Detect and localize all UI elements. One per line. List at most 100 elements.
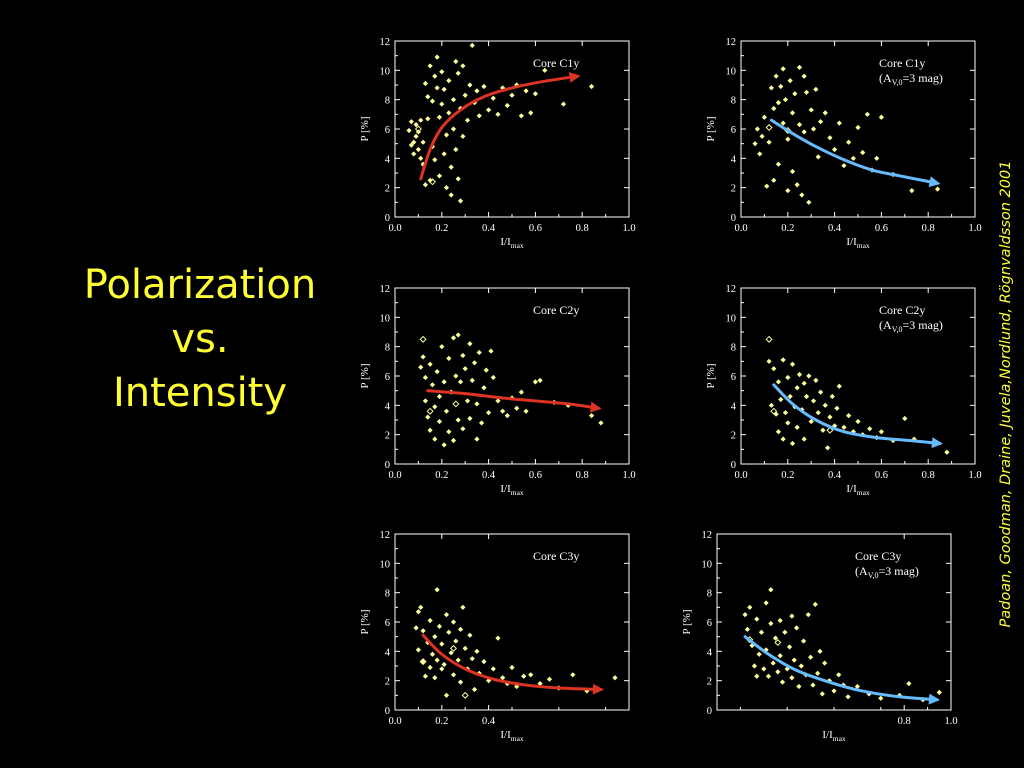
data-point [446, 355, 452, 361]
y-tick-label: 10 [380, 313, 391, 324]
data-point [483, 367, 489, 373]
data-point [850, 155, 856, 161]
data-point [413, 122, 419, 128]
data-point [436, 173, 443, 179]
x-axis-label-subscript: max [857, 241, 870, 250]
data-point [528, 672, 534, 678]
x-tick-label: 0.6 [529, 223, 542, 234]
data-point [822, 110, 828, 116]
data-point [758, 629, 765, 635]
data-point [810, 126, 817, 132]
data-point [803, 89, 810, 95]
data-point [878, 114, 884, 120]
data-point [441, 661, 447, 668]
core-label: Core C3y [855, 549, 901, 563]
data-point [827, 414, 833, 420]
data-point [570, 672, 576, 678]
data-point [798, 663, 804, 669]
data-point-open [765, 335, 773, 343]
extinction-label-part: =3 mag) [902, 71, 942, 85]
data-point [789, 361, 796, 367]
data-point [532, 91, 538, 97]
data-point [906, 681, 912, 687]
trend-arrowhead [589, 401, 602, 413]
data-point [425, 414, 431, 420]
data-point [789, 168, 796, 175]
data-point [598, 420, 604, 426]
x-tick-label: 0.2 [781, 223, 794, 234]
data-point [490, 95, 496, 101]
data-point [422, 398, 429, 404]
data-point [777, 653, 783, 659]
y-tick-label: 4 [385, 154, 391, 165]
data-point [432, 436, 438, 442]
x-tick-label: 0.4 [482, 716, 496, 727]
extinction-label: (AV,0=3 mag) [879, 71, 943, 87]
x-tick-label: 0.0 [734, 223, 747, 234]
data-point [486, 107, 492, 113]
data-point [434, 369, 440, 375]
data-point [542, 67, 548, 73]
data-point [462, 645, 468, 651]
extinction-label-part: V,0 [892, 78, 903, 87]
scatter-plot-core-c3y: 0 2 4 6 8 10 12 0.0 0.2 0.4 I/Imax P [%] Core C3y [359, 530, 630, 743]
data-point [460, 426, 466, 432]
data-point [560, 101, 567, 107]
data-point [429, 382, 436, 388]
data-point [455, 332, 461, 338]
data-points [765, 335, 950, 455]
scatter-plot-core-c2y-extinction: 0 2 4 6 8 10 12 0.0 0.2 0.4 0.6 0.8 1.0 I/Imax P [%] Co… [705, 284, 982, 497]
data-point [455, 176, 461, 182]
data-point [422, 374, 429, 381]
data-point [467, 341, 473, 347]
data-point [453, 58, 459, 65]
data-point [455, 657, 461, 663]
data-point [450, 672, 457, 678]
data-point [588, 83, 595, 90]
y-axis-label: P [%] [359, 610, 371, 635]
y-tick-label: 10 [726, 66, 737, 77]
data-point [827, 135, 833, 141]
data-point [860, 149, 866, 156]
data-point [808, 107, 814, 113]
data-point [789, 440, 796, 447]
x-axis-label: I/Imax [846, 236, 870, 250]
data-point-open [826, 426, 834, 434]
data-point [467, 82, 473, 88]
data-point [742, 612, 748, 618]
data-point [415, 609, 421, 615]
data-point [789, 675, 795, 681]
data-point [432, 675, 438, 681]
data-point [523, 408, 529, 414]
y-tick-label: 6 [385, 618, 390, 629]
data-point [446, 78, 452, 84]
data-point [427, 63, 433, 69]
extinction-label-part: (A [879, 71, 892, 85]
data-point [864, 111, 870, 117]
data-point [775, 429, 782, 435]
data-point-open [449, 644, 458, 652]
x-tick-label: 0.2 [435, 223, 448, 234]
data-point [488, 348, 494, 354]
data-point [780, 66, 786, 72]
trend-arrow [743, 635, 939, 702]
y-tick-label: 10 [380, 559, 391, 570]
data-point [436, 418, 443, 425]
data-point [768, 620, 774, 627]
data-point [509, 664, 515, 671]
extinction-label-part: V,0 [892, 325, 903, 334]
data-point [441, 86, 447, 92]
data-point [773, 73, 779, 79]
data-point [796, 122, 803, 128]
data-point [805, 612, 811, 618]
y-tick-label: 8 [385, 96, 390, 107]
data-point [791, 657, 797, 663]
data-point [878, 429, 884, 435]
data-point [476, 349, 482, 356]
y-tick-label: 0 [385, 213, 390, 224]
data-point [537, 377, 543, 383]
data-point-open [426, 407, 434, 415]
y-tick-label: 10 [702, 559, 713, 570]
data-points [413, 587, 618, 699]
data-point [427, 617, 433, 624]
